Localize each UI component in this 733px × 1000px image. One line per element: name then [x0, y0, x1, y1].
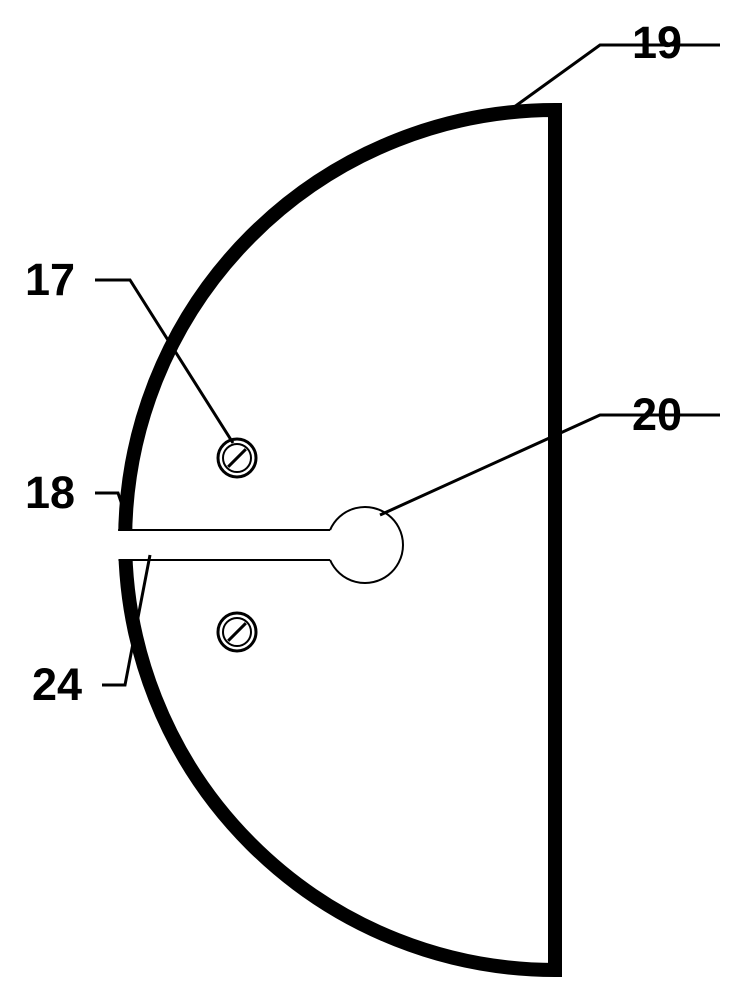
- leader-line: [510, 45, 720, 110]
- callout-label: 20: [632, 389, 682, 440]
- callout-17: 17: [25, 254, 233, 443]
- technical-diagram: 17 18 19 20 24: [0, 0, 733, 1000]
- callout-18: 18: [25, 467, 130, 528]
- callout-label: 18: [25, 467, 75, 518]
- callout-label: 19: [632, 17, 682, 68]
- d-body-outline: [125, 110, 555, 970]
- callout-label: 17: [25, 254, 75, 305]
- callout-label: 24: [32, 659, 82, 710]
- screw-icon: [218, 613, 256, 651]
- center-hole: [330, 507, 403, 583]
- callout-19: 19: [510, 17, 720, 110]
- slot-notch-gap: [116, 531, 136, 559]
- screw-icon: [218, 439, 256, 477]
